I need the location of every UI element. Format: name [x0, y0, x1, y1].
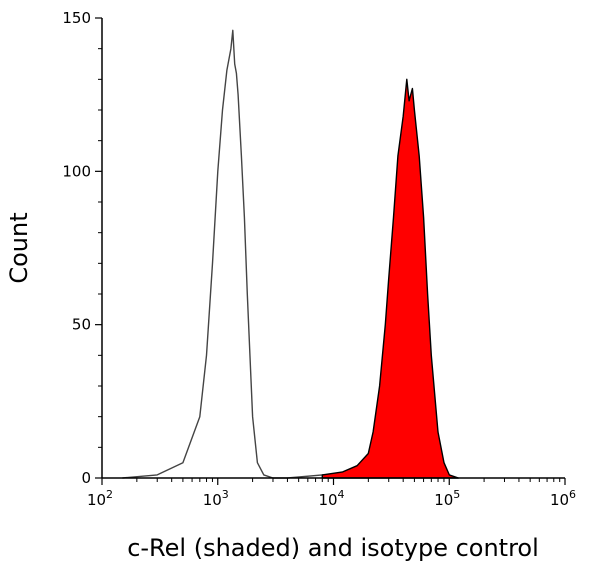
y-tick-label: 50	[72, 316, 91, 334]
x-axis-title: c-Rel (shaded) and isotype control	[127, 534, 539, 562]
x-tick-label: 106	[550, 488, 576, 509]
y-axis-title: Count	[5, 212, 33, 283]
series-isotype-control	[122, 29, 354, 479]
x-tick-label: 105	[434, 488, 460, 509]
ticks-layer: 0 50 100 150 102 103 104 105 106	[62, 9, 576, 509]
y-tick-label: 150	[62, 9, 91, 27]
y-tick-label: 0	[81, 469, 91, 487]
axes-layer: 0 50 100 150 102 103 104 105 106	[62, 9, 576, 509]
x-tick-label: 103	[203, 488, 229, 509]
x-tick-label: 102	[87, 488, 113, 509]
x-tick-label: 104	[318, 488, 344, 509]
y-tick-label: 100	[62, 162, 91, 180]
series-c-Rel	[321, 78, 460, 479]
series-layer	[122, 29, 460, 479]
